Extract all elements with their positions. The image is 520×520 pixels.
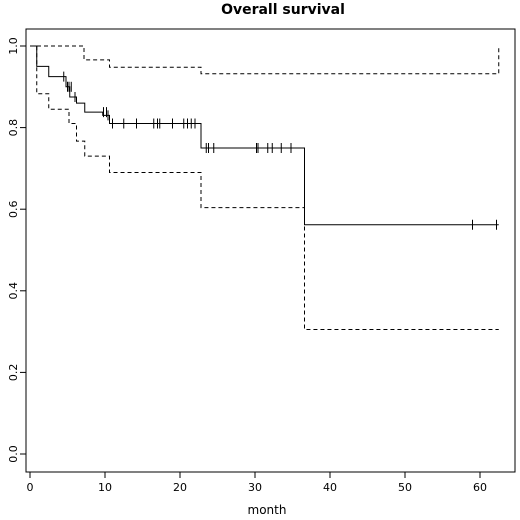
plot-frame bbox=[25, 28, 516, 473]
y-tick-label: 0.4 bbox=[7, 282, 20, 300]
x-tick-label: 20 bbox=[173, 481, 187, 494]
y-tick-label: 0.0 bbox=[7, 445, 20, 463]
censor-marks bbox=[63, 71, 497, 230]
y-tick-label: 0.8 bbox=[7, 119, 20, 137]
x-axis-label: month bbox=[248, 503, 287, 517]
confidence-band-line bbox=[30, 45, 500, 75]
x-axis: 0 10 20 30 40 50 60 bbox=[27, 471, 487, 494]
y-axis: 0.0 0.2 0.4 0.6 0.8 1.0 bbox=[7, 37, 27, 463]
x-tick-label: 50 bbox=[398, 481, 412, 494]
y-tick-label: 0.6 bbox=[7, 200, 20, 218]
survival-curve-line bbox=[30, 45, 499, 226]
x-tick-label: 10 bbox=[98, 481, 112, 494]
x-tick-label: 0 bbox=[27, 481, 34, 494]
survival-curves bbox=[30, 45, 500, 331]
confidence-band-line bbox=[30, 45, 499, 331]
x-tick-label: 60 bbox=[473, 481, 487, 494]
x-tick-label: 40 bbox=[323, 481, 337, 494]
y-tick-label: 0.2 bbox=[7, 364, 20, 382]
chart-title: Overall survival bbox=[221, 2, 345, 18]
y-tick-label: 1.0 bbox=[7, 37, 20, 55]
x-tick-label: 30 bbox=[248, 481, 262, 494]
